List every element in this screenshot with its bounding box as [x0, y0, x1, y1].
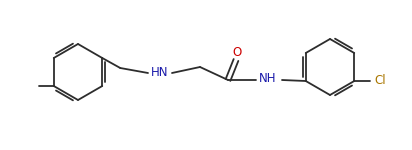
Text: HN: HN	[151, 66, 169, 78]
Text: O: O	[232, 45, 241, 58]
Text: Cl: Cl	[375, 74, 386, 87]
Text: NH: NH	[259, 72, 277, 86]
